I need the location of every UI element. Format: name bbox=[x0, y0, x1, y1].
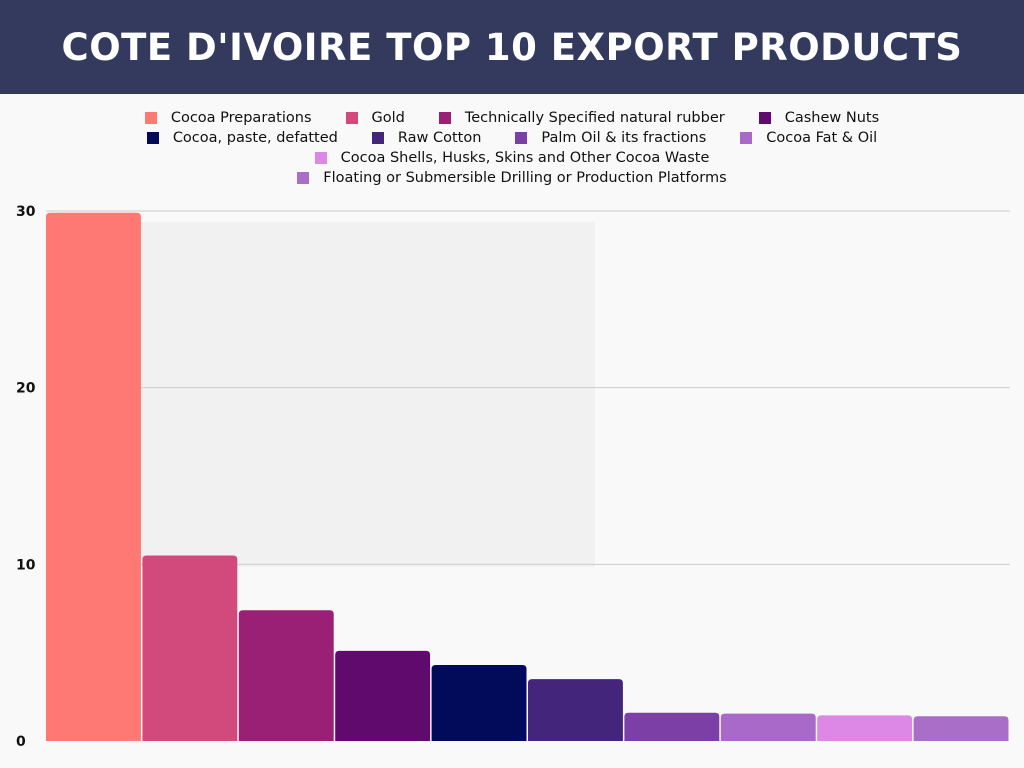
bar-6[interactable] bbox=[528, 679, 623, 741]
chart-title: COTE D'IVOIRE TOP 10 EXPORT PRODUCTS bbox=[61, 25, 963, 69]
bar-7[interactable] bbox=[624, 712, 720, 741]
legend-label: Cashew Nuts bbox=[784, 110, 880, 126]
legend-label: Palm Oil & its fractions bbox=[541, 130, 707, 146]
legend-item-natural-rubber[interactable]: Technically Specified natural rubber bbox=[438, 110, 725, 126]
legend-swatch bbox=[144, 112, 157, 124]
legend-row: Cocoa, paste, defatted Raw Cotton Palm O… bbox=[0, 128, 1024, 148]
y-tick-label: 0 bbox=[16, 734, 26, 750]
legend-item-cashew-nuts[interactable]: Cashew Nuts bbox=[758, 110, 880, 126]
y-tick-label: 30 bbox=[16, 204, 36, 220]
legend-swatch bbox=[515, 132, 528, 144]
legend-swatch bbox=[314, 152, 327, 164]
legend-item-raw-cotton[interactable]: Raw Cotton bbox=[371, 130, 482, 146]
legend-label: Raw Cotton bbox=[397, 130, 482, 146]
legend-item-gold[interactable]: Gold bbox=[345, 110, 405, 126]
y-tick-label: 10 bbox=[16, 557, 36, 573]
bar-3[interactable] bbox=[238, 610, 334, 741]
legend-item-cocoa-preparations[interactable]: Cocoa Preparations bbox=[144, 110, 312, 126]
plot-highlight-band bbox=[140, 222, 595, 567]
legend-item-drilling-platforms[interactable]: Floating or Submersible Drilling or Prod… bbox=[297, 170, 727, 186]
legend-item-palm-oil[interactable]: Palm Oil & its fractions bbox=[515, 130, 706, 146]
y-tick-label: 20 bbox=[16, 381, 36, 397]
legend-swatch bbox=[345, 112, 358, 124]
legend-item-cocoa-shells[interactable]: Cocoa Shells, Husks, Skins and Other Coc… bbox=[314, 150, 710, 166]
legend-label: Floating or Submersible Drilling or Prod… bbox=[323, 170, 727, 186]
bars bbox=[46, 212, 1009, 742]
legend-swatch bbox=[758, 112, 771, 124]
title-banner: COTE D'IVOIRE TOP 10 EXPORT PRODUCTS bbox=[0, 0, 1024, 94]
bar-9[interactable] bbox=[817, 715, 913, 741]
legend-label: Cocoa Shells, Husks, Skins and Other Coc… bbox=[340, 150, 710, 166]
legend-label: Cocoa Preparations bbox=[170, 110, 312, 126]
legend-label: Cocoa Fat & Oil bbox=[766, 130, 878, 146]
legend-label: Cocoa, paste, defatted bbox=[172, 130, 338, 146]
legend-item-cocoa-fat[interactable]: Cocoa Fat & Oil bbox=[740, 130, 877, 146]
legend-row: Cocoa Shells, Husks, Skins and Other Coc… bbox=[0, 148, 1024, 168]
legend-row: Floating or Submersible Drilling or Prod… bbox=[0, 168, 1024, 188]
legend-swatch bbox=[740, 132, 753, 144]
legend-swatch bbox=[438, 112, 451, 124]
legend-item-cocoa-paste[interactable]: Cocoa, paste, defatted bbox=[146, 130, 338, 146]
bar-4[interactable] bbox=[335, 650, 431, 741]
bar-10[interactable] bbox=[913, 716, 1009, 741]
legend-swatch bbox=[371, 132, 384, 144]
legend-swatch bbox=[297, 172, 310, 184]
y-axis-ticks: 0 10 20 30 bbox=[16, 204, 36, 750]
legend-row: Cocoa Preparations Gold Technically Spec… bbox=[0, 108, 1024, 128]
legend: Cocoa Preparations Gold Technically Spec… bbox=[0, 108, 1024, 188]
bar-5[interactable] bbox=[431, 665, 527, 741]
legend-label: Technically Specified natural rubber bbox=[464, 110, 725, 126]
bar-1[interactable] bbox=[46, 212, 141, 741]
bar-2[interactable] bbox=[142, 555, 238, 742]
bar-8[interactable] bbox=[720, 713, 816, 741]
legend-swatch bbox=[146, 132, 159, 144]
legend-label: Gold bbox=[371, 110, 405, 126]
